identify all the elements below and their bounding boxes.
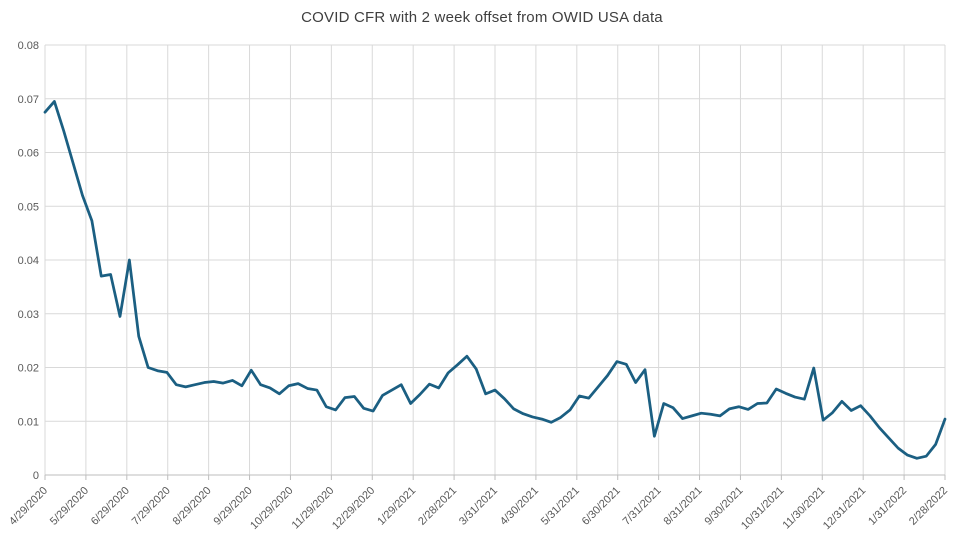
x-axis-tick-label: 4/29/2020	[7, 485, 50, 528]
x-axis-tick-label: 5/31/2021	[539, 485, 582, 528]
x-axis-tick-label: 12/29/2020	[330, 485, 377, 532]
x-axis-tick-label: 6/30/2021	[580, 485, 623, 528]
x-axis-tick-label: 7/29/2020	[130, 485, 173, 528]
x-axis-tick-label: 9/29/2020	[212, 485, 255, 528]
y-axis-tick-label: 0	[33, 470, 39, 482]
y-axis-tick-label: 0.02	[18, 363, 39, 375]
y-axis-tick-label: 0.04	[18, 255, 39, 267]
x-axis-tick-label: 6/29/2020	[89, 485, 132, 528]
y-axis-tick-label: 0.07	[18, 94, 39, 106]
x-axis-tick-label: 2/28/2021	[416, 485, 459, 528]
x-axis-tick-label: 10/31/2021	[739, 485, 786, 532]
y-axis-tick-label: 0.05	[18, 201, 39, 213]
x-axis-tick-label: 8/29/2020	[171, 485, 214, 528]
x-axis-tick-label: 9/30/2021	[702, 485, 745, 528]
y-axis-tick-label: 0.01	[18, 416, 39, 428]
x-axis-tick-label: 3/31/2021	[457, 485, 500, 528]
y-axis-tick-label: 0.08	[18, 40, 39, 52]
chart-title: COVID CFR with 2 week offset from OWID U…	[301, 9, 663, 26]
cfr-data-line	[43, 100, 947, 460]
y-axis-tick-label: 0.06	[18, 148, 39, 160]
x-axis-tick-label: 4/30/2021	[498, 485, 541, 528]
x-axis-tick-label: 10/29/2020	[248, 485, 295, 532]
x-axis-tick-label: 7/31/2021	[621, 485, 664, 528]
x-axis-tick-label: 1/31/2022	[866, 485, 909, 528]
x-axis-tick-label: 1/29/2021	[375, 485, 418, 528]
x-axis-tick-label: 8/31/2021	[662, 485, 705, 528]
x-axis-tick-label: 2/28/2022	[907, 485, 950, 528]
y-axis-tick-label: 0.03	[18, 309, 39, 321]
x-axis-tick-label: 12/31/2021	[821, 485, 868, 532]
x-axis-tick-label: 5/29/2020	[48, 485, 91, 528]
